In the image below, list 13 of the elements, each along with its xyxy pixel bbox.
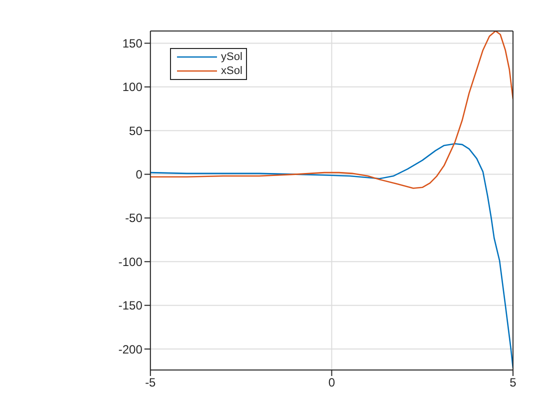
x-tick-label: -5 — [145, 376, 156, 390]
y-tick-label: 0 — [136, 168, 143, 182]
legend-label: xSol — [221, 64, 242, 78]
y-tick-label: 150 — [122, 36, 143, 50]
y-tick-label: -200 — [118, 342, 143, 356]
y-tick-label: -50 — [125, 211, 143, 226]
y-tick-label: 50 — [129, 124, 143, 138]
y-tick-label: 100 — [122, 80, 143, 94]
y-tick-label: -150 — [118, 298, 143, 313]
legend-label: ySol — [221, 50, 242, 64]
x-tick-label: 5 — [510, 376, 517, 390]
y-tick-label: -100 — [118, 254, 143, 269]
x-tick-label: 0 — [328, 376, 336, 390]
